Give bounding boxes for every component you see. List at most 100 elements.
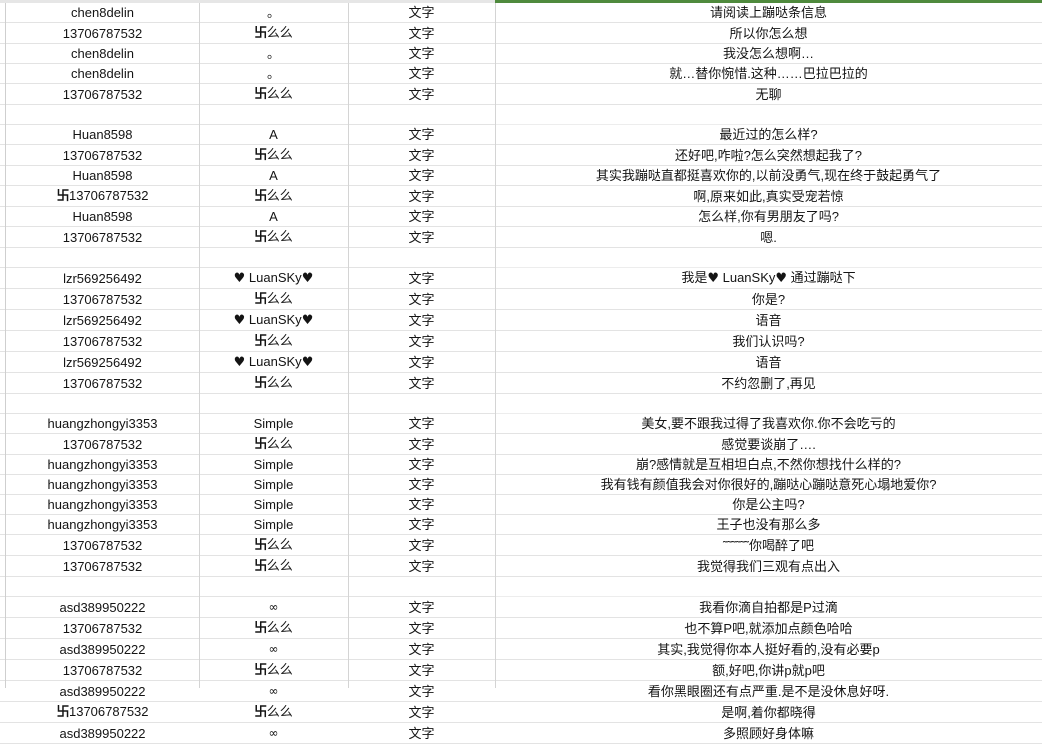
cell-user-id[interactable]: asd389950222 — [6, 722, 199, 744]
cell-message-type[interactable]: 文字 — [348, 433, 495, 455]
cell-empty[interactable] — [199, 393, 348, 414]
cell-empty[interactable] — [199, 247, 348, 268]
cell-nickname[interactable]: Simple — [199, 514, 348, 535]
chat-log-table[interactable]: chen8delin。文字 请阅读上蹦哒条信息 13706787532 卐么么 文字 所以… — [0, 3, 1042, 744]
table-row[interactable]: lzr569256492 ♥ LuanSKy♥ 文字 语音 — [0, 309, 1042, 331]
cell-nickname[interactable]: ♥ LuanSKy♥ — [199, 267, 348, 289]
cell-nickname[interactable]: 卐么么 — [199, 433, 348, 455]
cell-message-text[interactable]: 崩?感情就是互相坦白点,不然你想找什么样的? — [495, 454, 1042, 475]
table-row[interactable]: 13706787532 卐么么 文字 所以你怎么想 — [0, 22, 1042, 44]
cell-message-text[interactable]: 是啊,着你都晓得 — [495, 701, 1042, 723]
table-row[interactable]: 13706787532 卐么么 文字 无聊 — [0, 83, 1042, 105]
cell-message-text[interactable]: 不约忽删了,再见 — [495, 372, 1042, 394]
cell-user-id[interactable]: 13706787532 — [6, 617, 199, 639]
cell-message-type[interactable]: 文字 — [348, 494, 495, 515]
table-row[interactable]: 卐13706787532 卐么么 文字 是啊,着你都晓得 — [0, 701, 1042, 723]
block-separator-row[interactable] — [0, 576, 1042, 597]
cell-message-text[interactable]: 我觉得我们三观有点出入 — [495, 555, 1042, 577]
cell-message-text[interactable]: 就…替你惋惜.这种……巴拉巴拉的 — [495, 63, 1042, 84]
cell-nickname[interactable]: 卐么么 — [199, 330, 348, 352]
cell-user-id[interactable]: 卐13706787532 — [6, 185, 199, 207]
table-row[interactable]: lzr569256492 ♥ LuanSKy♥ 文字 我是♥ LuanSKy♥ 通过蹦… — [0, 267, 1042, 289]
cell-message-type[interactable]: 文字 — [348, 330, 495, 352]
cell-message-type[interactable]: 文字 — [348, 22, 495, 44]
table-row[interactable]: chen8delin。文字 请阅读上蹦哒条信息 — [0, 3, 1042, 23]
cell-message-type[interactable]: 文字 — [348, 534, 495, 556]
cell-nickname[interactable]: 卐么么 — [199, 144, 348, 166]
cell-message-type[interactable]: 文字 — [348, 514, 495, 535]
chat-log-body[interactable]: chen8delin。文字 请阅读上蹦哒条信息 13706787532 卐么么 文字 所以… — [0, 3, 1042, 744]
cell-user-id[interactable]: lzr569256492 — [6, 267, 199, 289]
cell-user-id[interactable]: Huan8598 — [6, 124, 199, 145]
cell-message-type[interactable]: 文字 — [348, 3, 495, 23]
cell-nickname[interactable]: 卐么么 — [199, 226, 348, 248]
cell-nickname[interactable]: A — [199, 165, 348, 186]
cell-message-type[interactable]: 文字 — [348, 680, 495, 702]
cell-nickname[interactable]: 卐么么 — [199, 534, 348, 556]
cell-nickname[interactable]: ♥ LuanSKy♥ — [199, 351, 348, 373]
cell-message-text[interactable]: 啊,原来如此,真实受宠若惊 — [495, 185, 1042, 207]
cell-message-text[interactable]: 我没怎么想啊… — [495, 43, 1042, 64]
cell-empty[interactable] — [495, 576, 1042, 597]
cell-message-text[interactable]: 其实我蹦哒直都挺喜欢你的,以前没勇气,现在终于鼓起勇气了 — [495, 165, 1042, 186]
cell-message-type[interactable]: 文字 — [348, 185, 495, 207]
cell-user-id[interactable]: 13706787532 — [6, 659, 199, 681]
cell-user-id[interactable]: 13706787532 — [6, 534, 199, 556]
cell-message-type[interactable]: 文字 — [348, 722, 495, 744]
cell-message-type[interactable]: 文字 — [348, 474, 495, 495]
table-row[interactable]: 13706787532 卐么么 文字 嗯. — [0, 226, 1042, 248]
table-row[interactable]: 13706787532 卐么么 文字 我们认识吗? — [0, 330, 1042, 352]
cell-message-text[interactable]: 也不算P吧,就添加点颜色哈哈 — [495, 617, 1042, 639]
table-row[interactable]: 卐13706787532 卐么么 文字 啊,原来如此,真实受宠若惊 — [0, 185, 1042, 207]
cell-message-type[interactable]: 文字 — [348, 124, 495, 145]
cell-user-id[interactable]: 13706787532 — [6, 22, 199, 44]
cell-user-id[interactable]: asd389950222 — [6, 638, 199, 660]
cell-message-text[interactable]: 其实,我觉得你本人挺好看的,没有必要p — [495, 638, 1042, 660]
cell-message-text[interactable]: 所以你怎么想 — [495, 22, 1042, 44]
cell-nickname[interactable]: 卐么么 — [199, 372, 348, 394]
cell-message-type[interactable]: 文字 — [348, 372, 495, 394]
cell-nickname[interactable]: 卐么么 — [199, 22, 348, 44]
cell-user-id[interactable]: asd389950222 — [6, 596, 199, 618]
cell-message-text[interactable]: 你是? — [495, 288, 1042, 310]
cell-nickname[interactable]: 卐么么 — [199, 701, 348, 723]
cell-user-id[interactable]: huangzhongyi3353 — [6, 514, 199, 535]
cell-message-type[interactable]: 文字 — [348, 144, 495, 166]
cell-nickname[interactable]: Simple — [199, 454, 348, 475]
table-row[interactable]: 13706787532 卐么么 文字 你是? — [0, 288, 1042, 310]
cell-message-text[interactable]: 最近过的怎么样? — [495, 124, 1042, 145]
cell-message-type[interactable]: 文字 — [348, 288, 495, 310]
cell-message-type[interactable]: 文字 — [348, 555, 495, 577]
table-row[interactable]: 13706787532 卐么么 文字 不约忽删了,再见 — [0, 372, 1042, 394]
cell-message-type[interactable]: 文字 — [348, 617, 495, 639]
cell-user-id[interactable]: 13706787532 — [6, 226, 199, 248]
cell-nickname[interactable]: 。 — [199, 43, 348, 64]
cell-empty[interactable] — [495, 104, 1042, 125]
cell-message-text[interactable]: 感觉要谈崩了…. — [495, 433, 1042, 455]
cell-empty[interactable] — [199, 104, 348, 125]
cell-message-text[interactable]: 无聊 — [495, 83, 1042, 105]
cell-message-text[interactable]: 多照顾好身体嘛 — [495, 722, 1042, 744]
cell-nickname[interactable]: ∞ — [199, 680, 348, 702]
cell-user-id[interactable]: chen8delin — [6, 43, 199, 64]
cell-message-text[interactable]: 语音 — [495, 351, 1042, 373]
cell-user-id[interactable]: 13706787532 — [6, 144, 199, 166]
cell-user-id[interactable]: 13706787532 — [6, 288, 199, 310]
table-row[interactable]: asd389950222 ∞ 文字 看你黑眼圈还有点严重.是不是没休息好呀. — [0, 680, 1042, 702]
cell-nickname[interactable]: 卐么么 — [199, 83, 348, 105]
cell-empty[interactable] — [495, 247, 1042, 268]
cell-nickname[interactable]: 卐么么 — [199, 659, 348, 681]
cell-message-type[interactable]: 文字 — [348, 63, 495, 84]
cell-user-id[interactable]: 13706787532 — [6, 433, 199, 455]
cell-message-text[interactable]: 请阅读上蹦哒条信息 — [495, 3, 1042, 23]
cell-message-type[interactable]: 文字 — [348, 413, 495, 434]
cell-message-type[interactable]: 文字 — [348, 351, 495, 373]
cell-nickname[interactable]: 卐么么 — [199, 288, 348, 310]
cell-user-id[interactable]: lzr569256492 — [6, 351, 199, 373]
cell-user-id[interactable]: huangzhongyi3353 — [6, 413, 199, 434]
cell-nickname[interactable]: A — [199, 124, 348, 145]
table-row[interactable]: huangzhongyi3353 Simple 文字 我有钱有颜值我会对你很好的,蹦哒… — [0, 474, 1042, 495]
cell-user-id[interactable]: 13706787532 — [6, 372, 199, 394]
cell-user-id[interactable]: chen8delin — [6, 3, 199, 23]
cell-message-type[interactable]: 文字 — [348, 267, 495, 289]
